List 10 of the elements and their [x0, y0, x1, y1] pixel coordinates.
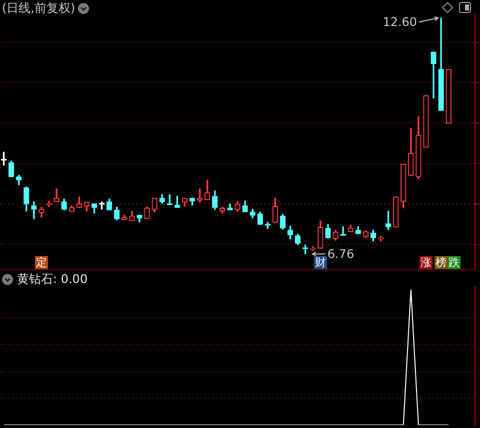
annotation: 12.60: [382, 15, 418, 30]
text: 定: [36, 256, 47, 269]
candlestick: [31, 202, 37, 220]
text: 跌: [448, 256, 460, 269]
text: 榜: [436, 256, 447, 269]
text: 财: [314, 256, 326, 269]
chart-title: (日线,前复权): [2, 1, 76, 15]
chart-title: 黄钻石: 0.00: [17, 272, 88, 286]
text: 涨: [420, 256, 432, 269]
annotation: 6.76: [327, 247, 354, 262]
